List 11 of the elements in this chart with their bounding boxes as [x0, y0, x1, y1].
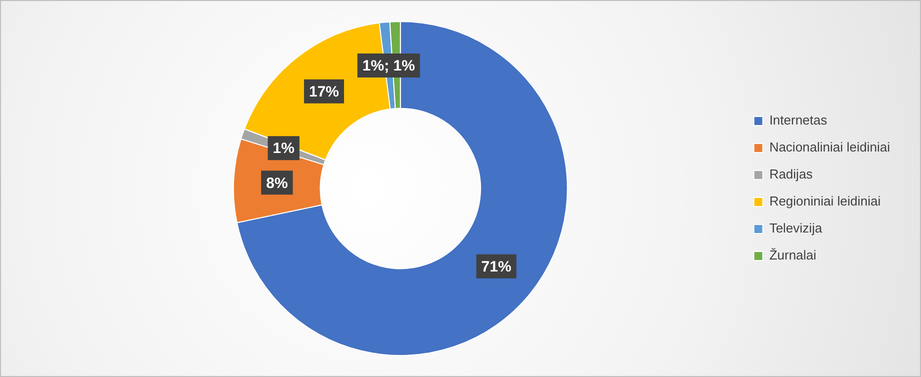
data-label: 71% [481, 258, 512, 276]
data-label: 1%; 1% [362, 58, 415, 75]
legend-label: Internetas [769, 112, 828, 128]
legend-label: Nacionaliniai leidiniai [769, 140, 890, 155]
legend-label: Žurnalai [769, 248, 816, 263]
data-label: 17% [309, 84, 340, 100]
data-label: 1% [272, 140, 294, 158]
legend-label: Televizija [769, 220, 823, 236]
legend-label: Radijas [769, 166, 814, 182]
legend-label: Regioniniai leidiniai [769, 194, 881, 209]
data-label: 8% [266, 174, 288, 192]
